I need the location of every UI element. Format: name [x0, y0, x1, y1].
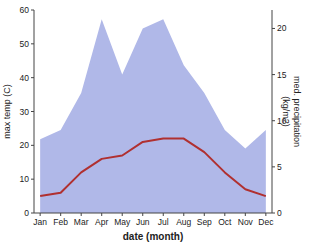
y2-tick	[272, 213, 275, 214]
x-tick-label: Jan	[33, 217, 47, 227]
chart: JanFebMarAprMayJunJulAugSepOctNovDec0102…	[0, 0, 318, 247]
x-tick	[183, 213, 184, 216]
y-tick-label: 50	[20, 39, 30, 49]
x-tick	[245, 213, 246, 216]
x-tick-label: Mar	[74, 217, 89, 227]
y-tick-label: 10	[20, 174, 30, 184]
x-tick-label: May	[114, 217, 131, 227]
x-tick	[101, 213, 102, 216]
x-tick	[40, 213, 41, 216]
y2-tick	[272, 166, 275, 167]
y2-tick-label: 0	[277, 208, 282, 218]
x-tick-label: Aug	[176, 217, 191, 227]
x-tick	[204, 213, 205, 216]
x-tick-label: Feb	[53, 217, 68, 227]
y2-axis-label-line: med. precipitation	[292, 76, 302, 147]
y2-tick	[272, 28, 275, 29]
x-tick-label: Sep	[197, 217, 212, 227]
y-tick	[31, 77, 34, 78]
x-tick-label: Jul	[158, 217, 169, 227]
y-tick	[31, 179, 34, 180]
x-tick	[122, 213, 123, 216]
x-tick-label: Nov	[238, 217, 254, 227]
y-axis-label: max temp (C)	[2, 84, 12, 139]
y-tick-label: 0	[24, 208, 29, 218]
y2-tick-label: 5	[277, 162, 282, 172]
y-tick-label: 30	[20, 107, 30, 117]
y2-axis-line	[272, 10, 273, 213]
temperature-line	[40, 139, 266, 197]
x-axis-line	[34, 213, 272, 214]
y-tick	[31, 43, 34, 44]
y-tick-label: 20	[20, 140, 30, 150]
y-tick	[31, 145, 34, 146]
x-tick-label: Dec	[258, 217, 274, 227]
y-tick	[31, 10, 34, 11]
x-tick	[60, 213, 61, 216]
x-tick	[81, 213, 82, 216]
x-tick-label: Oct	[218, 217, 232, 227]
x-tick	[224, 213, 225, 216]
x-axis-label: date (month)	[123, 231, 184, 242]
x-tick	[142, 213, 143, 216]
precipitation-area	[40, 19, 266, 213]
plot-area	[40, 19, 266, 213]
y-tick	[31, 111, 34, 112]
y2-axis-label: med. precipitation(kg/m2)	[281, 76, 302, 147]
y-tick-label: 60	[20, 5, 30, 15]
y-tick	[31, 213, 34, 214]
y2-tick	[272, 120, 275, 121]
y2-tick	[272, 74, 275, 75]
x-tick-label: Jun	[136, 217, 150, 227]
y2-tick-label: 20	[277, 23, 287, 33]
y2-axis-label-line: (kg/m2)	[281, 96, 291, 127]
x-tick	[265, 213, 266, 216]
x-tick-label: Apr	[95, 217, 108, 227]
y2-tick-label: 15	[277, 70, 287, 80]
y-tick-label: 40	[20, 73, 30, 83]
x-tick	[163, 213, 164, 216]
